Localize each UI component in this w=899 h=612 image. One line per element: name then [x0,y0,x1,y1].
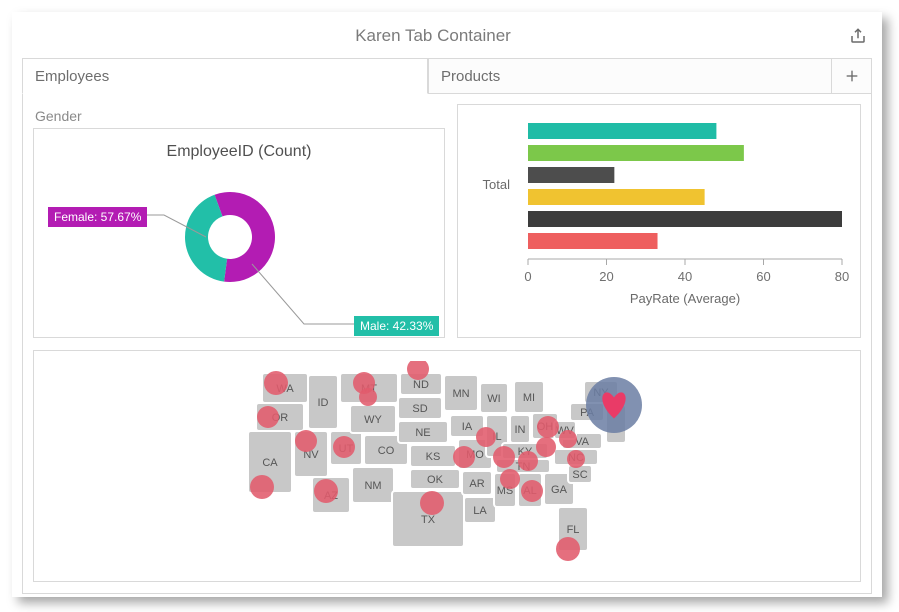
map-bubble[interactable] [476,427,496,447]
top-row: Gender EmployeeID (Count) Female: 57.67%… [33,104,861,338]
x-tick-label: 20 [599,269,613,284]
add-tab-button[interactable] [832,58,872,94]
state-shape[interactable] [462,471,492,495]
map-panel: WAORCAIDNVUTAZMTWYCONMNDSDNEKSOKTXMNIAMO… [33,350,861,582]
state-shape[interactable] [308,375,338,429]
map-bubble[interactable] [359,388,377,406]
state-shape[interactable] [510,415,530,443]
map-bubble[interactable] [567,450,585,468]
state-shape[interactable] [444,375,478,411]
state-shape[interactable] [398,421,448,443]
state-shape[interactable] [480,383,508,413]
state-shape[interactable] [352,467,394,503]
map-bubble[interactable] [333,436,355,458]
donut-chart-panel: EmployeeID (Count) Female: 57.67% Male: … [33,128,445,338]
dashboard-container: Karen Tab Container Employees Products G… [12,12,882,597]
map-bubble[interactable] [264,371,288,395]
state-shape[interactable] [410,469,460,489]
donut-badge-male: Male: 42.33% [354,316,439,336]
header-row: Karen Tab Container [22,20,872,52]
share-icon [849,27,867,45]
state-shape[interactable] [568,465,592,483]
map-bubble[interactable] [295,430,317,452]
x-tick-label: 60 [756,269,770,284]
bar-group-label: Total [483,177,511,192]
leader-line-male [34,129,454,339]
map-bubble[interactable] [521,480,543,502]
state-shape[interactable] [350,405,396,433]
tab-body: Gender EmployeeID (Count) Female: 57.67%… [22,94,872,594]
state-shape[interactable] [410,445,456,467]
gender-section-label: Gender [35,108,445,124]
map-bubble[interactable] [556,537,580,561]
tab-products[interactable]: Products [428,58,832,94]
tab-employees[interactable]: Employees [22,58,428,94]
gender-panel: Gender EmployeeID (Count) Female: 57.67%… [33,104,445,338]
state-shape[interactable] [464,497,496,523]
bar-chart-panel: Total 0 20 40 60 80 PayRate (Average) [457,104,861,338]
tabs-row: Employees Products [22,58,872,94]
x-axis-label: PayRate (Average) [630,291,740,306]
map-bubble[interactable] [420,491,444,515]
tab-label: Products [441,68,500,85]
map-bubble[interactable] [518,451,538,471]
map-bubble[interactable] [500,469,520,489]
bar-chart: Total 0 20 40 60 80 PayRate (Average) [458,105,862,337]
bar[interactable] [528,167,614,183]
bar[interactable] [528,145,744,161]
bar[interactable] [528,189,705,205]
map-bubble[interactable] [250,475,274,499]
map-bubble[interactable] [453,446,475,468]
bar[interactable] [528,123,716,139]
map-bubble[interactable] [559,430,577,448]
map-bubble[interactable] [537,416,559,438]
bar[interactable] [528,233,658,249]
x-tick-label: 0 [524,269,531,284]
x-tick-label: 40 [678,269,692,284]
share-button[interactable] [844,22,872,50]
tab-label: Employees [35,68,109,85]
map-bubble[interactable] [257,406,279,428]
x-tick-label: 80 [835,269,849,284]
state-shape[interactable] [514,381,544,413]
plus-icon [844,68,860,84]
us-bubble-map: WAORCAIDNVUTAZMTWYCONMNDSDNEKSOKTXMNIAMO… [232,361,662,571]
state-shape[interactable] [398,397,442,419]
map-bubble[interactable] [536,437,556,457]
map-bubble[interactable] [314,479,338,503]
page-title: Karen Tab Container [22,26,844,46]
map-bubble[interactable] [493,446,515,468]
bar[interactable] [528,211,842,227]
